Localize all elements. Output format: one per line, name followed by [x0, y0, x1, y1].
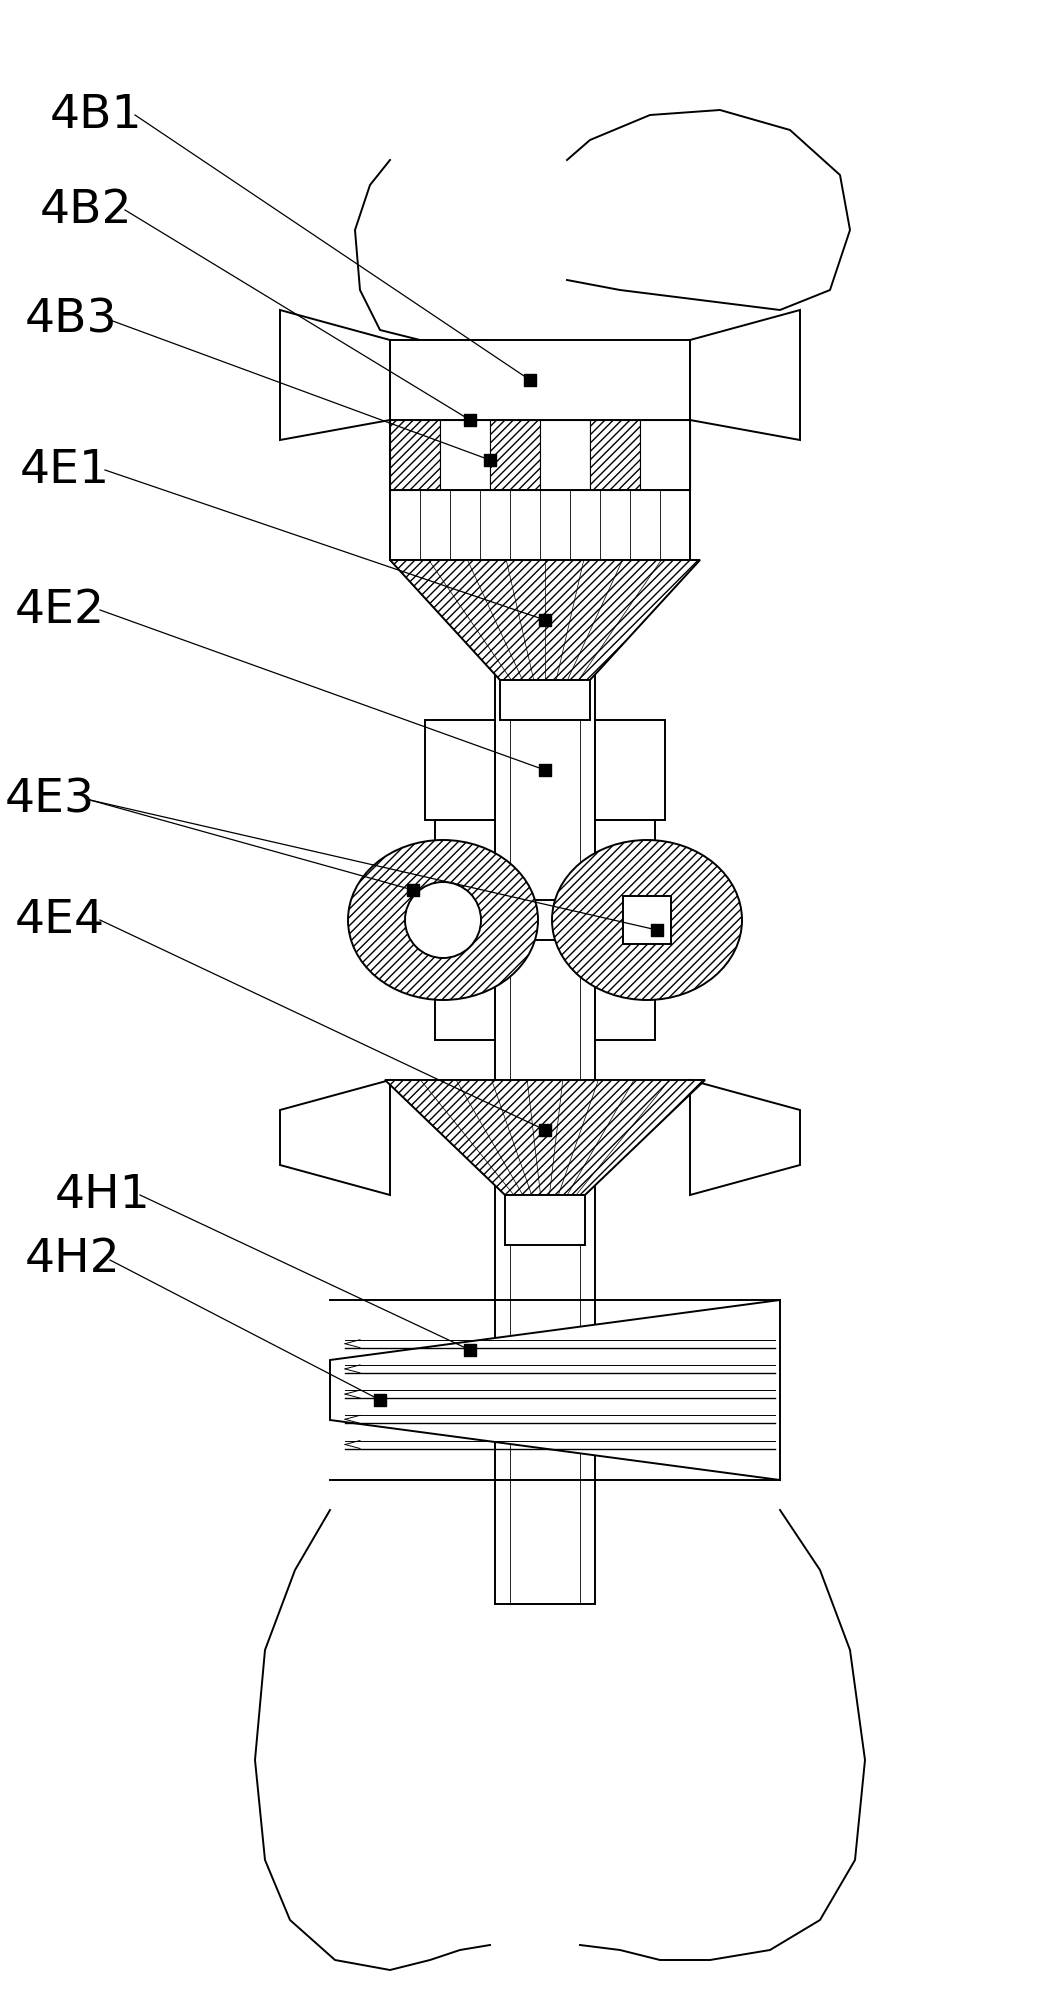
Text: 4B3: 4B3 [25, 297, 117, 343]
Circle shape [405, 882, 481, 958]
Polygon shape [490, 421, 540, 491]
Polygon shape [640, 421, 690, 491]
Polygon shape [595, 820, 655, 1040]
Polygon shape [595, 719, 665, 820]
Polygon shape [591, 421, 640, 491]
Polygon shape [690, 1080, 800, 1194]
Polygon shape [280, 1080, 389, 1194]
Polygon shape [389, 559, 700, 679]
Polygon shape [500, 679, 591, 719]
Polygon shape [505, 1194, 585, 1244]
Text: 4B2: 4B2 [40, 188, 133, 232]
Text: 4E4: 4E4 [15, 898, 105, 942]
Polygon shape [330, 1301, 780, 1481]
Polygon shape [389, 341, 690, 559]
Text: 4H2: 4H2 [25, 1238, 120, 1283]
Polygon shape [425, 719, 495, 820]
Polygon shape [280, 311, 389, 441]
Text: 4E1: 4E1 [20, 447, 110, 493]
Text: 4E2: 4E2 [15, 587, 105, 633]
Bar [623, 896, 671, 944]
Text: 4E3: 4E3 [5, 778, 95, 822]
Ellipse shape [348, 840, 538, 1000]
Point [482, 445, 498, 477]
Ellipse shape [552, 840, 742, 1000]
Polygon shape [440, 421, 490, 491]
Polygon shape [385, 1080, 705, 1194]
Point [537, 754, 554, 786]
Point [537, 1114, 554, 1146]
Polygon shape [690, 311, 800, 441]
Point [649, 914, 666, 946]
Point [462, 1335, 478, 1367]
Polygon shape [435, 820, 495, 1040]
Text: 4H1: 4H1 [55, 1172, 151, 1218]
Point [537, 603, 554, 635]
Text: 4B1: 4B1 [50, 92, 142, 138]
Point [521, 365, 538, 397]
Point [404, 874, 421, 906]
Polygon shape [495, 559, 595, 1603]
Polygon shape [389, 421, 440, 491]
Polygon shape [389, 491, 690, 559]
Point [462, 405, 478, 437]
Point [372, 1385, 388, 1417]
Polygon shape [540, 421, 591, 491]
